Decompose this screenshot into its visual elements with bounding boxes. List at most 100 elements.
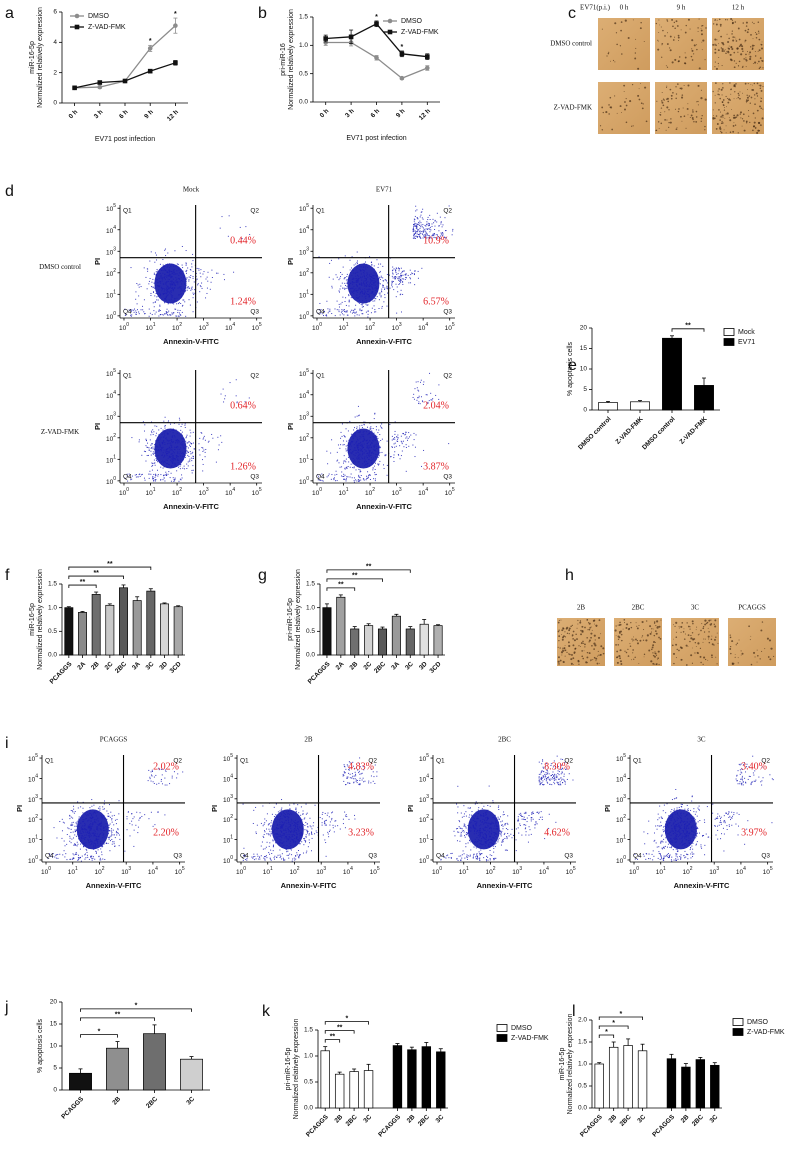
- event-dot: [155, 273, 157, 275]
- event-dot: [372, 780, 374, 782]
- event-dot: [165, 255, 167, 257]
- event-dot: [359, 435, 361, 437]
- event-dot: [400, 281, 402, 283]
- event-dot: [414, 237, 416, 239]
- event-dot: [197, 283, 199, 285]
- event-dot: [393, 457, 395, 459]
- event-dot: [407, 437, 409, 439]
- event-dot: [358, 783, 360, 785]
- quadrant-label: Q4: [316, 474, 325, 481]
- significance-label: **: [366, 564, 372, 571]
- event-dot: [333, 477, 335, 479]
- event-dot: [359, 773, 361, 775]
- event-dot: [167, 288, 169, 290]
- event-dot: [314, 833, 316, 835]
- cell-speck: [720, 88, 723, 91]
- event-dot: [357, 446, 359, 448]
- event-dot: [97, 844, 99, 846]
- x-tick-label: 12 h: [166, 109, 180, 123]
- cell-speck: [586, 656, 589, 659]
- event-dot: [322, 480, 324, 482]
- event-dot: [211, 433, 213, 435]
- event-dot: [244, 855, 246, 857]
- event-dot: [281, 807, 283, 809]
- event-dot: [168, 455, 170, 457]
- cell-speck: [711, 656, 713, 658]
- event-dot: [319, 302, 321, 304]
- cell-speck: [586, 637, 588, 639]
- event-dot: [366, 446, 368, 448]
- event-dot: [95, 812, 97, 814]
- event-dot: [410, 434, 412, 436]
- event-dot: [319, 817, 321, 819]
- cell-speck: [700, 33, 703, 36]
- event-dot: [366, 445, 368, 447]
- event-dot: [80, 806, 82, 808]
- cell-speck: [638, 98, 641, 101]
- event-dot: [343, 460, 345, 462]
- cell-speck: [697, 642, 700, 645]
- event-dot: [342, 440, 344, 442]
- event-dot: [191, 266, 193, 268]
- y-tick-label: 0: [583, 407, 587, 414]
- event-dot: [347, 782, 349, 784]
- event-dot: [163, 276, 165, 278]
- event-dot: [146, 446, 148, 448]
- event-dot: [297, 850, 299, 852]
- event-dot: [85, 844, 87, 846]
- x-tick-label: 3CD: [169, 660, 183, 674]
- event-dot: [367, 316, 369, 318]
- event-dot: [130, 309, 132, 311]
- event-dot: [295, 838, 297, 840]
- tick-base: 10: [299, 479, 307, 486]
- event-dot: [198, 269, 200, 271]
- event-dot: [106, 818, 108, 820]
- cell-speck: [716, 39, 718, 41]
- event-dot: [369, 292, 371, 294]
- event-dot: [436, 221, 438, 223]
- event-dot: [422, 401, 424, 403]
- event-dot: [81, 832, 83, 834]
- cell-speck: [577, 659, 580, 662]
- event-dot: [353, 444, 355, 446]
- cell-speck: [750, 96, 753, 99]
- event-dot: [387, 292, 389, 294]
- cell-speck: [664, 119, 666, 121]
- event-dot: [414, 388, 416, 390]
- cell-speck: [635, 638, 637, 641]
- cell-speck: [726, 106, 727, 108]
- event-dot: [349, 476, 351, 478]
- event-dot: [291, 860, 293, 862]
- event-dot: [414, 225, 416, 227]
- cell-speck: [674, 36, 676, 38]
- cell-speck: [597, 650, 599, 652]
- event-dot: [77, 820, 79, 822]
- cell-speck: [691, 620, 694, 623]
- event-dot: [365, 463, 367, 465]
- tick-exponent: 1: [75, 866, 78, 872]
- cell-speck: [588, 641, 590, 643]
- event-dot: [352, 269, 354, 271]
- event-dot: [69, 840, 71, 842]
- event-dot: [429, 231, 431, 233]
- event-dot: [162, 446, 164, 448]
- event-dot: [367, 290, 369, 292]
- event-dot: [368, 283, 370, 285]
- event-dot: [436, 234, 438, 236]
- bar: [391, 615, 401, 656]
- event-dot: [341, 471, 343, 473]
- event-dot: [138, 295, 140, 297]
- event-dot: [187, 442, 189, 444]
- cell-speck: [735, 644, 737, 646]
- event-dot: [366, 457, 368, 459]
- event-dot: [239, 226, 241, 228]
- event-dot: [185, 287, 187, 289]
- event-dot: [360, 449, 362, 451]
- event-dot: [150, 421, 152, 423]
- event-dot: [348, 450, 350, 452]
- cell-speck: [638, 624, 640, 627]
- event-dot: [180, 314, 182, 316]
- event-dot: [423, 228, 425, 230]
- event-dot: [72, 858, 74, 860]
- event-dot: [150, 780, 152, 782]
